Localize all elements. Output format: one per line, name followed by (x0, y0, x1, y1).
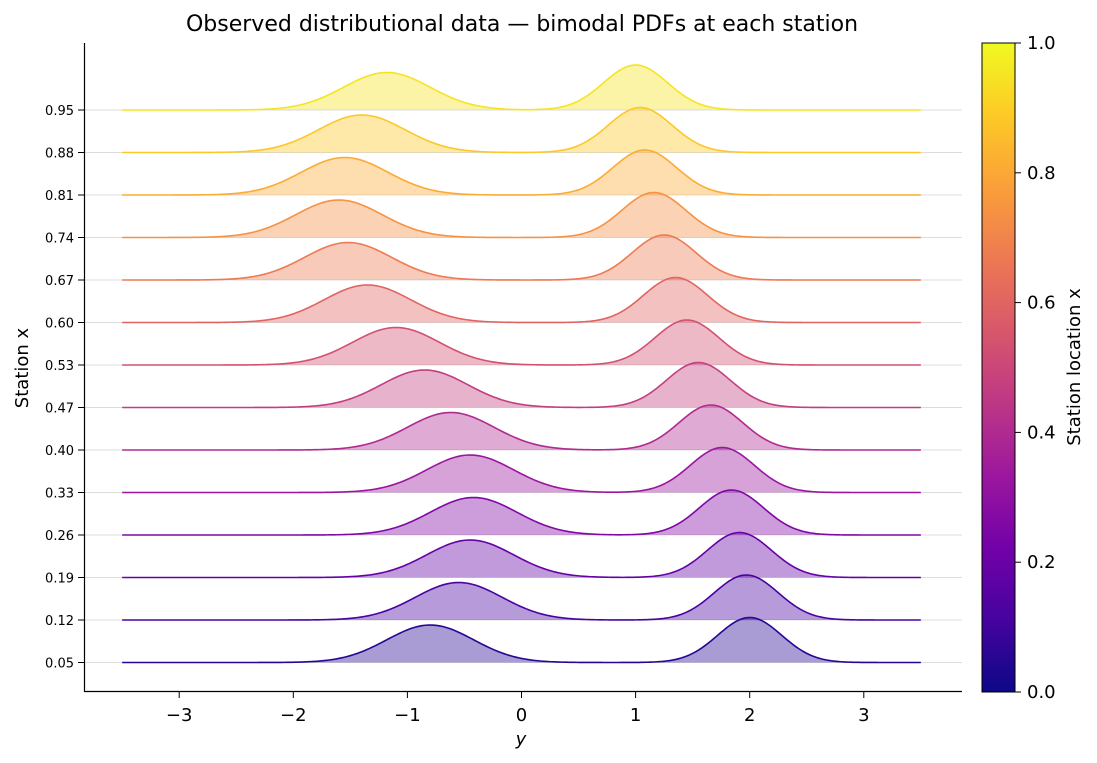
y-tick-label: 0.53 (45, 359, 74, 374)
ridge-series (122, 64, 921, 664)
ridge-line-0.74 (122, 191, 921, 239)
y-axis-label: Station x (12, 327, 33, 408)
y-tick-label: 0.88 (45, 147, 74, 162)
y-axis-ticks: 0.95 0.88 0.81 0.74 0.67 0.60 0.53 0.47 0.40 0.33… (45, 104, 84, 672)
y-tick-label: 0.60 (45, 317, 74, 332)
ridge-line-0.60 (122, 276, 921, 324)
y-tick-label: 0.26 (45, 529, 74, 544)
x-tick-label: 0 (516, 705, 527, 726)
colorbar-tick-label: 0.4 (1027, 422, 1056, 443)
colorbar-label: Station location x (1064, 288, 1085, 446)
ridge-line-0.67 (122, 234, 921, 281)
y-tick-label: 0.12 (45, 614, 74, 629)
y-tick-label: 0.33 (45, 487, 74, 502)
x-axis-label: y (515, 729, 527, 750)
x-tick-label: −2 (280, 705, 307, 726)
ridge-area-0.74 (122, 192, 921, 238)
colorbar-tick-label: 0.8 (1027, 163, 1056, 184)
ridge-area-0.12 (122, 575, 921, 620)
ridge-area-0.60 (122, 277, 921, 323)
ridge-area-0.67 (122, 235, 921, 280)
colorbar-tick-label: 0.0 (1027, 682, 1056, 703)
ridge-area-0.95 (122, 65, 921, 110)
ridge-line-0.81 (122, 149, 921, 196)
x-tick-label: 3 (858, 705, 869, 726)
y-tick-label: 0.95 (45, 104, 74, 119)
colorbar-tick-label: 1.0 (1027, 33, 1056, 54)
ridge-line-0.05 (122, 616, 921, 664)
colorbar-ticks: 0.0 0.2 0.4 0.6 0.8 1.0 (1015, 33, 1056, 703)
x-axis-ticks: −3 −2 −1 0 1 2 3 (166, 692, 870, 726)
ridge-line-0.26 (122, 489, 921, 536)
ridge-area-0.40 (122, 405, 921, 450)
y-tick-label: 0.74 (45, 232, 74, 247)
ridge-area-0.05 (122, 617, 921, 663)
y-tick-label: 0.47 (45, 402, 74, 417)
chart-title: Observed distributional data — bimodal P… (186, 12, 858, 37)
ridge-area-0.47 (122, 362, 921, 408)
ridge-area-0.33 (122, 447, 921, 493)
ridge-line-0.33 (122, 446, 921, 494)
x-tick-label: −3 (166, 705, 193, 726)
x-tick-label: 2 (744, 705, 755, 726)
ridge-area-0.81 (122, 150, 921, 195)
y-tick-label: 0.05 (45, 657, 74, 672)
ridge-line-0.19 (122, 531, 921, 579)
x-tick-label: −1 (394, 705, 421, 726)
ridge-line-0.47 (122, 361, 921, 409)
y-tick-label: 0.40 (45, 444, 74, 459)
colorbar (981, 42, 1016, 693)
colorbar-tick-label: 0.6 (1027, 293, 1056, 314)
ridge-area-0.26 (122, 490, 921, 535)
ridge-line-0.95 (122, 64, 921, 111)
ridge-line-0.12 (122, 574, 921, 621)
ridge-line-0.53 (122, 319, 921, 366)
y-tick-label: 0.81 (45, 189, 74, 204)
x-tick-label: 1 (630, 705, 641, 726)
ridge-area-0.19 (122, 532, 921, 578)
ridge-line-0.40 (122, 404, 921, 451)
y-tick-label: 0.67 (45, 274, 74, 289)
baseline-grid (84, 109, 962, 663)
y-tick-label: 0.19 (45, 572, 74, 587)
colorbar-tick-label: 0.2 (1027, 552, 1056, 573)
ridge-area-0.88 (122, 107, 921, 153)
ridge-line-0.88 (122, 106, 921, 154)
ridge-area-0.53 (122, 320, 921, 365)
